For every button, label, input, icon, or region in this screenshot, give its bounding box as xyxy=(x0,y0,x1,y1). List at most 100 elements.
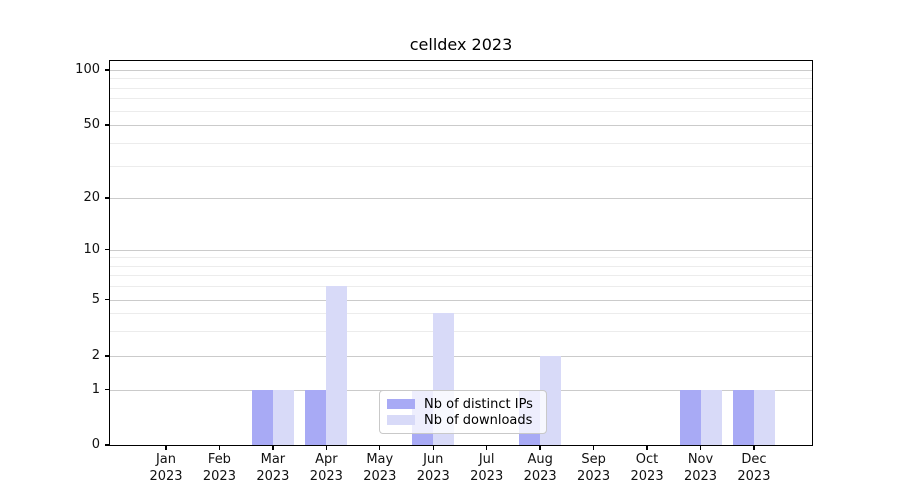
x-tick-month: Nov xyxy=(687,452,714,467)
gridline-minor xyxy=(110,110,812,112)
gridline-minor xyxy=(110,313,812,315)
x-tick xyxy=(699,445,702,450)
legend: Nb of distinct IPs Nb of downloads xyxy=(379,390,547,434)
y-tick-label: 20 xyxy=(83,190,100,205)
gridline-major xyxy=(110,70,812,71)
x-tick-year: 2023 xyxy=(523,468,557,484)
x-tick xyxy=(272,445,274,450)
x-tick-year: 2023 xyxy=(577,468,611,484)
x-tick-label: Aug 2023 xyxy=(510,452,570,485)
y-tick xyxy=(104,298,110,301)
x-tick-month: May xyxy=(366,452,394,467)
bar-downloads xyxy=(326,286,348,445)
x-tick-month: Dec xyxy=(741,452,767,467)
gridline-minor xyxy=(110,87,812,89)
x-tick-label: Jan 2023 xyxy=(136,452,196,485)
bar-distinct-ips xyxy=(679,389,701,445)
legend-label: Nb of distinct IPs xyxy=(424,396,533,412)
y-tick-label: 50 xyxy=(83,117,100,132)
x-tick-year: 2023 xyxy=(737,468,771,484)
x-tick-label: Nov 2023 xyxy=(671,452,731,485)
x-tick-label: Jul 2023 xyxy=(457,452,517,485)
gridline-major xyxy=(110,299,812,301)
x-tick-month: Jul xyxy=(478,452,495,467)
x-tick-label: Jun 2023 xyxy=(403,452,463,485)
chart-title: celldex 2023 xyxy=(409,35,513,54)
x-tick-label: Sep 2023 xyxy=(564,452,624,485)
x-tick-month: Apr xyxy=(315,452,338,467)
gridline-major xyxy=(110,125,812,126)
x-tick xyxy=(379,445,381,450)
bar-distinct-ips xyxy=(251,389,273,445)
gridline-minor xyxy=(110,78,812,80)
gridline-minor xyxy=(110,275,812,277)
x-tick xyxy=(165,445,167,450)
gridline-major xyxy=(110,249,812,251)
x-tick-label: Mar 2023 xyxy=(243,452,303,485)
legend-row: Nb of distinct IPs xyxy=(387,396,538,412)
x-tick-month: Oct xyxy=(635,452,659,467)
y-tick-label: 5 xyxy=(91,291,100,307)
x-tick-label: May 2023 xyxy=(350,452,410,485)
x-tick-year: 2023 xyxy=(363,468,397,484)
gridline-minor xyxy=(110,142,812,144)
x-tick-month: Jan xyxy=(155,452,177,467)
x-tick xyxy=(432,445,434,450)
y-tick-label: 10 xyxy=(83,241,100,257)
x-tick-month: Jun xyxy=(423,452,444,467)
x-tick-month: Feb xyxy=(207,452,231,467)
x-tick-year: 2023 xyxy=(416,468,450,484)
y-tick xyxy=(104,69,110,71)
y-tick xyxy=(104,197,110,199)
x-tick-month: Mar xyxy=(260,452,286,467)
y-tick xyxy=(104,355,110,357)
legend-swatch xyxy=(387,399,415,409)
x-tick-month: Sep xyxy=(581,452,606,467)
y-tick xyxy=(104,388,110,391)
bar-downloads xyxy=(700,389,722,445)
x-tick xyxy=(646,445,648,450)
legend-row: Nb of downloads xyxy=(387,412,538,428)
x-tick xyxy=(486,445,488,450)
gridline-major xyxy=(110,356,812,357)
x-tick-label: Apr 2023 xyxy=(296,452,356,485)
x-tick-label: Oct 2023 xyxy=(617,452,677,485)
x-tick xyxy=(218,445,221,450)
y-tick-label: 1 xyxy=(91,381,100,397)
x-tick xyxy=(592,445,595,450)
bar-distinct-ips xyxy=(732,389,754,445)
x-tick-year: 2023 xyxy=(630,468,664,484)
gridline-minor xyxy=(110,98,812,100)
bar-downloads xyxy=(753,389,775,445)
x-tick-year: 2023 xyxy=(309,468,343,484)
gridline-minor xyxy=(110,330,812,332)
y-tick xyxy=(104,124,110,126)
legend-swatch xyxy=(387,415,415,425)
x-tick xyxy=(539,445,541,450)
x-tick-month: Aug xyxy=(527,452,553,467)
x-tick-year: 2023 xyxy=(470,468,504,484)
y-tick-label: 0 xyxy=(91,437,100,452)
plot-area xyxy=(110,61,812,445)
gridline-minor xyxy=(110,286,812,288)
x-tick-year: 2023 xyxy=(256,468,290,484)
gridline-minor xyxy=(110,165,812,167)
legend-label: Nb of downloads xyxy=(424,412,533,428)
bar-distinct-ips xyxy=(305,389,327,445)
y-tick xyxy=(104,248,110,251)
x-tick-label: Feb 2023 xyxy=(189,452,249,485)
x-tick-year: 2023 xyxy=(202,468,236,484)
bar-downloads xyxy=(272,389,294,445)
gridline-minor xyxy=(110,265,812,267)
x-tick-year: 2023 xyxy=(149,468,183,484)
gridline-minor xyxy=(110,257,812,259)
gridline-major xyxy=(110,198,812,199)
y-tick-label: 2 xyxy=(91,348,100,363)
x-tick-label: Dec 2023 xyxy=(724,452,784,485)
x-tick xyxy=(325,445,328,450)
y-tick xyxy=(104,444,110,446)
x-tick-year: 2023 xyxy=(683,468,718,484)
x-tick xyxy=(753,445,755,450)
y-tick-label: 100 xyxy=(75,62,100,77)
